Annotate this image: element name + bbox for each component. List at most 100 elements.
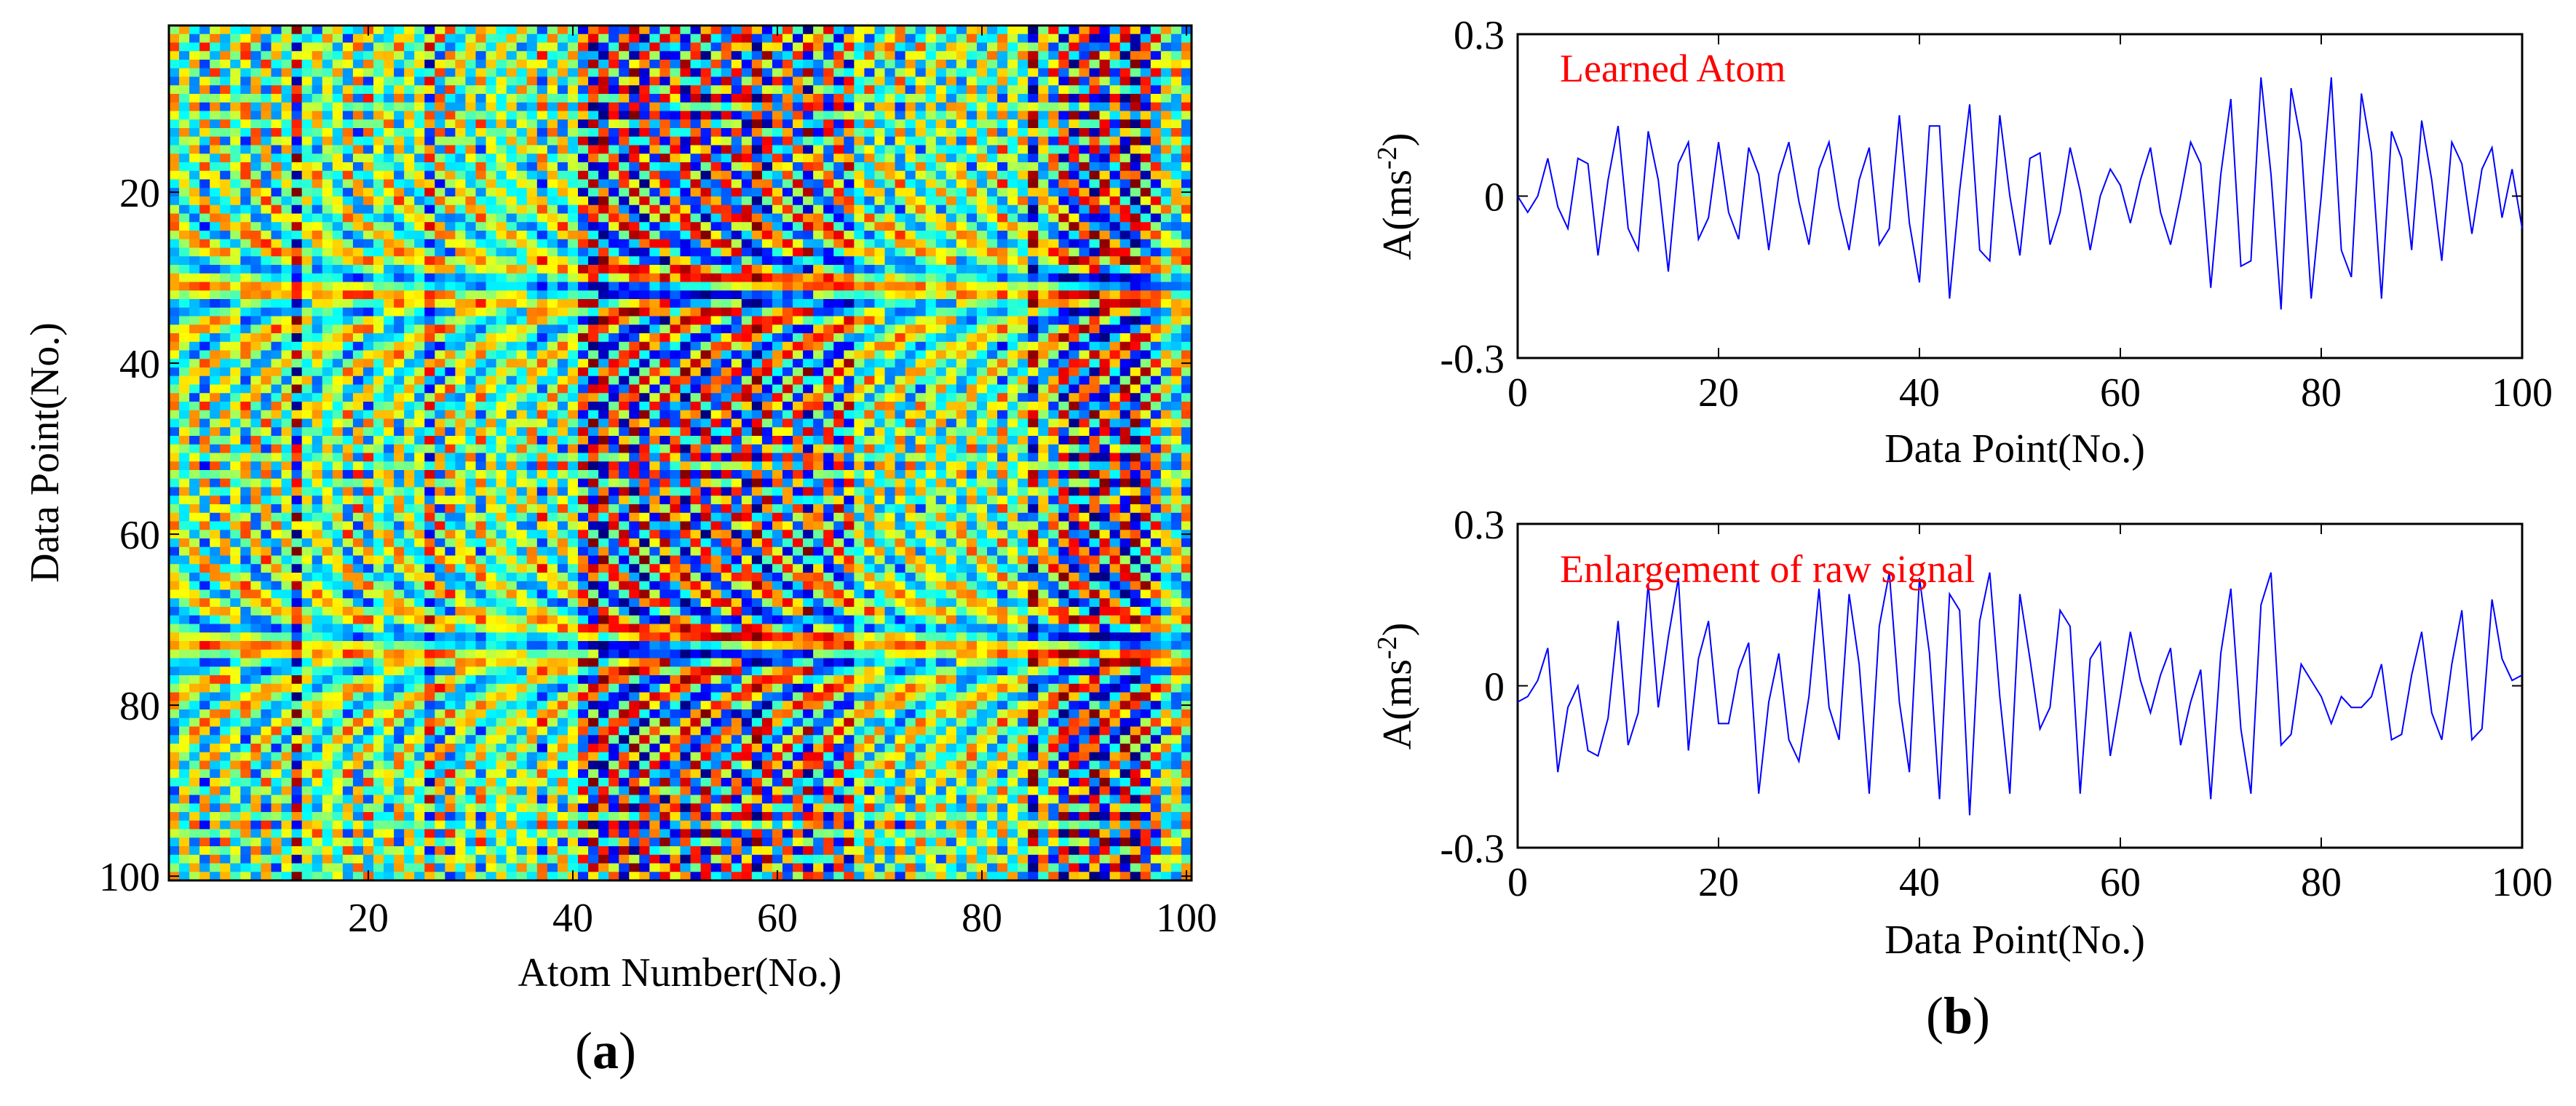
heatmap-cell <box>1140 325 1152 334</box>
heatmap-cell <box>547 145 558 154</box>
heatmap-cell <box>516 265 528 274</box>
heatmap-cell <box>516 367 528 377</box>
heatmap-cell <box>536 136 548 146</box>
heatmap-cell <box>884 94 896 103</box>
heatmap-cell <box>557 188 568 197</box>
heatmap-cell <box>332 196 344 206</box>
heatmap-cell <box>1048 42 1059 52</box>
heatmap-cell <box>854 316 865 325</box>
heatmap-cell <box>496 299 507 309</box>
heatmap-cell <box>567 239 579 249</box>
heatmap-cell <box>1150 162 1162 172</box>
heatmap-cell <box>1170 325 1182 334</box>
heatmap-cell <box>394 393 405 402</box>
heatmap-cell <box>751 402 763 411</box>
heatmap-cell <box>250 170 262 180</box>
heatmap-cell <box>404 102 415 112</box>
heatmap-cell <box>578 162 589 172</box>
heatmap-cell <box>1058 154 1069 163</box>
heatmap-cell <box>761 213 773 223</box>
heatmap-cell <box>1099 102 1111 112</box>
heatmap-cell <box>966 247 978 257</box>
heatmap-cell <box>946 136 957 146</box>
heatmap-cell <box>997 299 1008 309</box>
heatmap-cell <box>301 33 313 44</box>
heatmap-cell <box>803 282 814 291</box>
heatmap-cell <box>261 128 272 138</box>
heatmap-cell <box>854 350 865 359</box>
heatmap-cell <box>312 145 323 154</box>
heatmap-cell <box>976 154 988 163</box>
heatmap-cell <box>598 154 609 163</box>
heatmap-cell <box>1150 60 1162 69</box>
heatmap-cell <box>169 68 180 78</box>
heatmap-cell <box>782 170 793 180</box>
heatmap-cell <box>854 128 865 138</box>
heatmap-cell <box>987 444 998 454</box>
heatmap-cell <box>394 359 405 368</box>
heatmap-cell <box>823 42 834 52</box>
heatmap-cell <box>884 196 896 206</box>
heatmap-cell <box>946 325 957 334</box>
heatmap-cell <box>649 325 660 334</box>
heatmap-cell <box>291 256 303 266</box>
heatmap-cell <box>475 427 487 437</box>
heatmap-cell <box>670 402 681 411</box>
heatmap-cell <box>1130 68 1141 78</box>
heatmap-cell <box>312 188 323 197</box>
heatmap-cell <box>362 375 374 386</box>
heatmap-cell <box>424 170 435 180</box>
heatmap-cell <box>189 196 200 206</box>
heatmap-cell <box>567 231 579 240</box>
heatmap-cell <box>935 102 947 112</box>
heatmap-cell <box>394 162 405 172</box>
heatmap-cell <box>271 179 282 188</box>
heatmap-cell <box>1089 204 1101 215</box>
heatmap-cell <box>189 42 200 52</box>
heatmap-cell <box>578 154 589 163</box>
heatmap-cell <box>250 222 262 231</box>
heatmap-cell <box>772 273 783 283</box>
heatmap-cell <box>404 68 415 78</box>
heatmap-cell <box>997 325 1008 334</box>
heatmap-cell <box>291 436 303 445</box>
heatmap-cell <box>925 204 937 215</box>
heatmap-cell <box>915 94 927 103</box>
heatmap-cell <box>823 170 834 180</box>
heatmap-cell <box>884 247 896 257</box>
heatmap-cell <box>1028 384 1039 394</box>
heatmap-cell <box>987 85 998 95</box>
heatmap-cell <box>854 418 865 428</box>
heatmap-cell <box>445 384 456 394</box>
heatmap-cell <box>884 102 896 112</box>
heatmap-cell <box>956 418 967 428</box>
heatmap-cell <box>956 256 967 266</box>
heatmap-cell <box>1119 384 1131 394</box>
heatmap-cell <box>199 51 210 60</box>
heatmap-cell <box>424 299 435 309</box>
heatmap-cell <box>761 145 773 154</box>
heatmap-cell <box>1007 282 1018 291</box>
heatmap-cell <box>619 299 630 309</box>
heatmap-cell <box>731 256 742 266</box>
heatmap-cell <box>445 265 456 274</box>
heatmap-cell <box>649 247 660 257</box>
heatmap-cell <box>751 316 763 325</box>
heatmap-cell <box>291 333 303 343</box>
heatmap-cell <box>751 170 763 180</box>
heatmap-cell <box>629 68 640 78</box>
heatmap-cell <box>1099 393 1111 402</box>
heatmap-cell <box>987 290 998 300</box>
heatmap-cell <box>874 162 886 172</box>
heatmap-cell <box>905 359 916 368</box>
heatmap-cell <box>741 436 753 445</box>
heatmap-cell <box>506 213 518 223</box>
heatmap-cell <box>261 162 272 172</box>
heatmap-cell <box>1119 367 1131 377</box>
heatmap-cell <box>670 42 681 52</box>
heatmap-cell <box>1028 33 1039 44</box>
heatmap-cell <box>352 188 364 197</box>
heatmap-cell <box>1130 51 1141 60</box>
heatmap-cell <box>322 316 333 325</box>
heatmap-cell <box>516 341 528 351</box>
